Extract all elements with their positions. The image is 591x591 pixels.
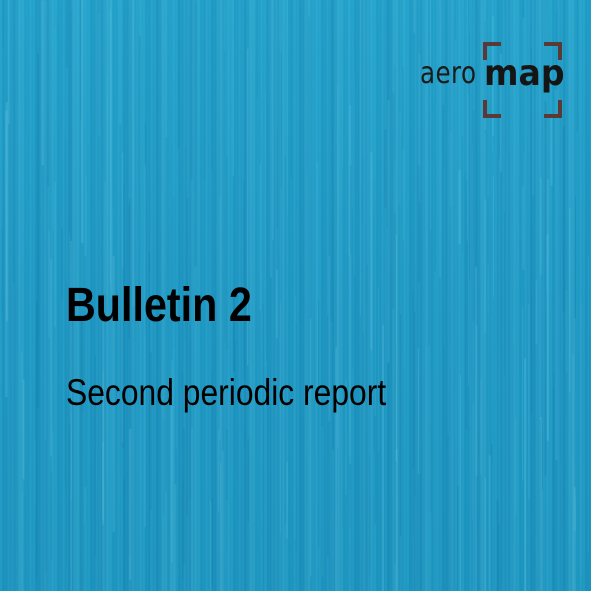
- logo-corner-top-right: [544, 42, 562, 60]
- bulletin-title: Bulletin 2: [66, 279, 252, 332]
- logo-corner-bottom-right: [544, 100, 562, 118]
- aeromap-logo: aero map: [420, 42, 566, 122]
- logo-corner-top-left: [483, 42, 501, 60]
- logo-corner-bottom-left: [483, 100, 501, 118]
- logo-text-map: map: [484, 53, 565, 94]
- logo-text-aero: aero: [420, 56, 477, 91]
- report-subtitle: Second periodic report: [66, 372, 387, 413]
- logo-wordmark: aero map: [420, 56, 565, 92]
